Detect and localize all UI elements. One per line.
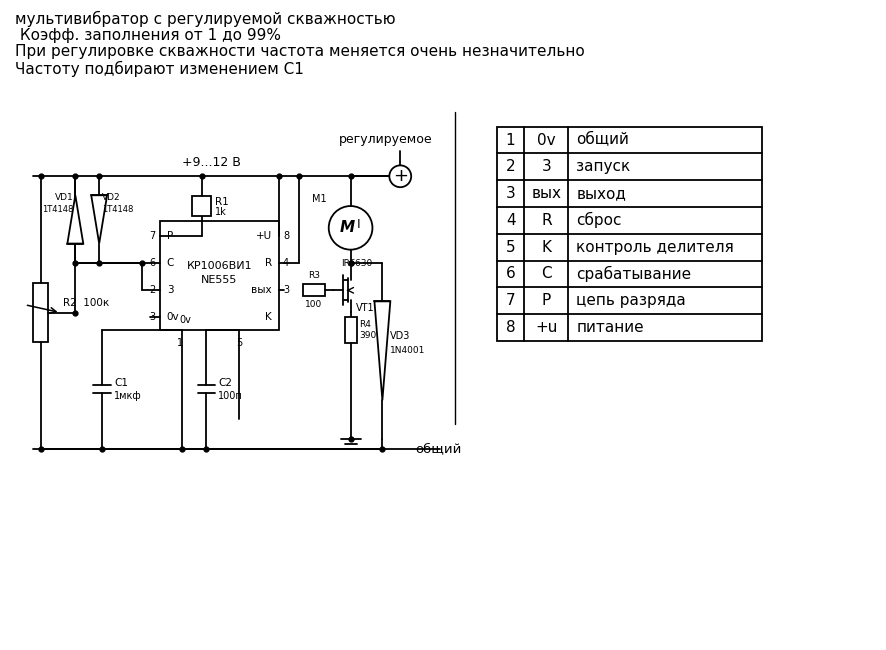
Text: 1мкф: 1мкф — [114, 391, 142, 402]
Text: мультивибратор с регулируемой скважностью: мультивибратор с регулируемой скважность… — [15, 10, 395, 27]
Text: +U: +U — [256, 231, 272, 240]
Text: +: + — [392, 167, 408, 185]
Text: 4: 4 — [506, 213, 516, 228]
Text: I: I — [356, 218, 361, 231]
Text: 5: 5 — [506, 240, 516, 255]
Text: 6: 6 — [150, 257, 156, 268]
Text: C: C — [541, 266, 552, 281]
Text: 8: 8 — [283, 231, 289, 240]
Text: 6: 6 — [506, 266, 516, 281]
Text: 1k: 1k — [215, 207, 227, 217]
Text: 0v: 0v — [180, 315, 191, 325]
Text: запуск: запуск — [576, 159, 631, 174]
Text: K: K — [265, 312, 272, 322]
Bar — [497, 127, 762, 341]
Text: сброс: сброс — [576, 213, 622, 229]
Text: 3: 3 — [283, 285, 289, 295]
Text: Частоту подбирают изменением С1: Частоту подбирают изменением С1 — [15, 61, 304, 77]
Text: IRF630: IRF630 — [340, 259, 372, 268]
Text: М: М — [340, 220, 355, 235]
Text: общий: общий — [416, 443, 462, 456]
Bar — [33, 283, 49, 343]
Text: 5: 5 — [237, 338, 243, 348]
Bar — [191, 196, 212, 216]
Text: контроль делителя: контроль делителя — [576, 240, 734, 255]
Text: 3: 3 — [167, 285, 174, 295]
Polygon shape — [67, 195, 83, 244]
Text: общий: общий — [576, 133, 629, 148]
Text: +u: +u — [535, 320, 557, 335]
Bar — [345, 317, 356, 343]
Text: VT1: VT1 — [355, 303, 374, 313]
Text: 8: 8 — [506, 320, 516, 335]
Text: 1Т4148: 1Т4148 — [42, 205, 74, 214]
Circle shape — [389, 165, 411, 187]
Text: 100: 100 — [305, 300, 323, 309]
Text: R: R — [541, 213, 552, 228]
Bar — [303, 284, 325, 296]
Text: VD2: VD2 — [102, 193, 120, 202]
Text: C: C — [167, 257, 175, 268]
Text: 1Т4148: 1Т4148 — [102, 205, 134, 214]
Text: P: P — [541, 293, 551, 308]
Text: питание: питание — [576, 320, 644, 335]
Text: 7: 7 — [506, 293, 516, 308]
Text: 3: 3 — [541, 159, 551, 174]
Bar — [159, 221, 279, 330]
Text: R: R — [265, 257, 272, 268]
Text: P: P — [167, 231, 173, 240]
Text: R2  100к: R2 100к — [64, 298, 110, 307]
Text: 3: 3 — [506, 186, 516, 201]
Text: цепь разряда: цепь разряда — [576, 293, 686, 308]
Text: K: K — [541, 240, 551, 255]
Text: 1: 1 — [176, 338, 183, 348]
Text: VD1: VD1 — [55, 193, 74, 202]
Text: 2: 2 — [506, 159, 516, 174]
Text: Коэфф. заполнения от 1 до 99%: Коэфф. заполнения от 1 до 99% — [15, 27, 281, 42]
Text: 3: 3 — [150, 312, 156, 322]
Text: +9...12 В: +9...12 В — [182, 157, 241, 170]
Text: регулируемое: регулируемое — [338, 133, 432, 146]
Polygon shape — [375, 302, 391, 400]
Polygon shape — [91, 195, 107, 244]
Text: 0v: 0v — [167, 312, 179, 322]
Text: 390: 390 — [360, 332, 377, 341]
Text: срабатывание: срабатывание — [576, 266, 691, 282]
Text: C1: C1 — [114, 378, 128, 389]
Text: M1: M1 — [312, 194, 327, 204]
Text: C2: C2 — [219, 378, 232, 389]
Text: 1: 1 — [506, 133, 516, 148]
Text: При регулировке скважности частота меняется очень незначительно: При регулировке скважности частота меняе… — [15, 44, 585, 59]
Text: 1N4001: 1N4001 — [391, 346, 425, 356]
Text: R1: R1 — [215, 197, 229, 207]
Text: вых: вых — [252, 285, 272, 295]
Text: R3: R3 — [307, 272, 320, 280]
Text: R4: R4 — [360, 320, 371, 330]
Text: 0v: 0v — [537, 133, 556, 148]
Text: вых: вых — [532, 186, 562, 201]
Text: 4: 4 — [283, 257, 289, 268]
Text: NE555: NE555 — [201, 276, 237, 285]
Text: VD3: VD3 — [391, 331, 411, 341]
Text: КР1006ВИ1: КР1006ВИ1 — [187, 261, 253, 270]
Text: 100п: 100п — [219, 391, 243, 402]
Text: 7: 7 — [150, 231, 156, 240]
Circle shape — [329, 206, 372, 250]
Text: 2: 2 — [150, 285, 156, 295]
Text: выход: выход — [576, 186, 626, 201]
